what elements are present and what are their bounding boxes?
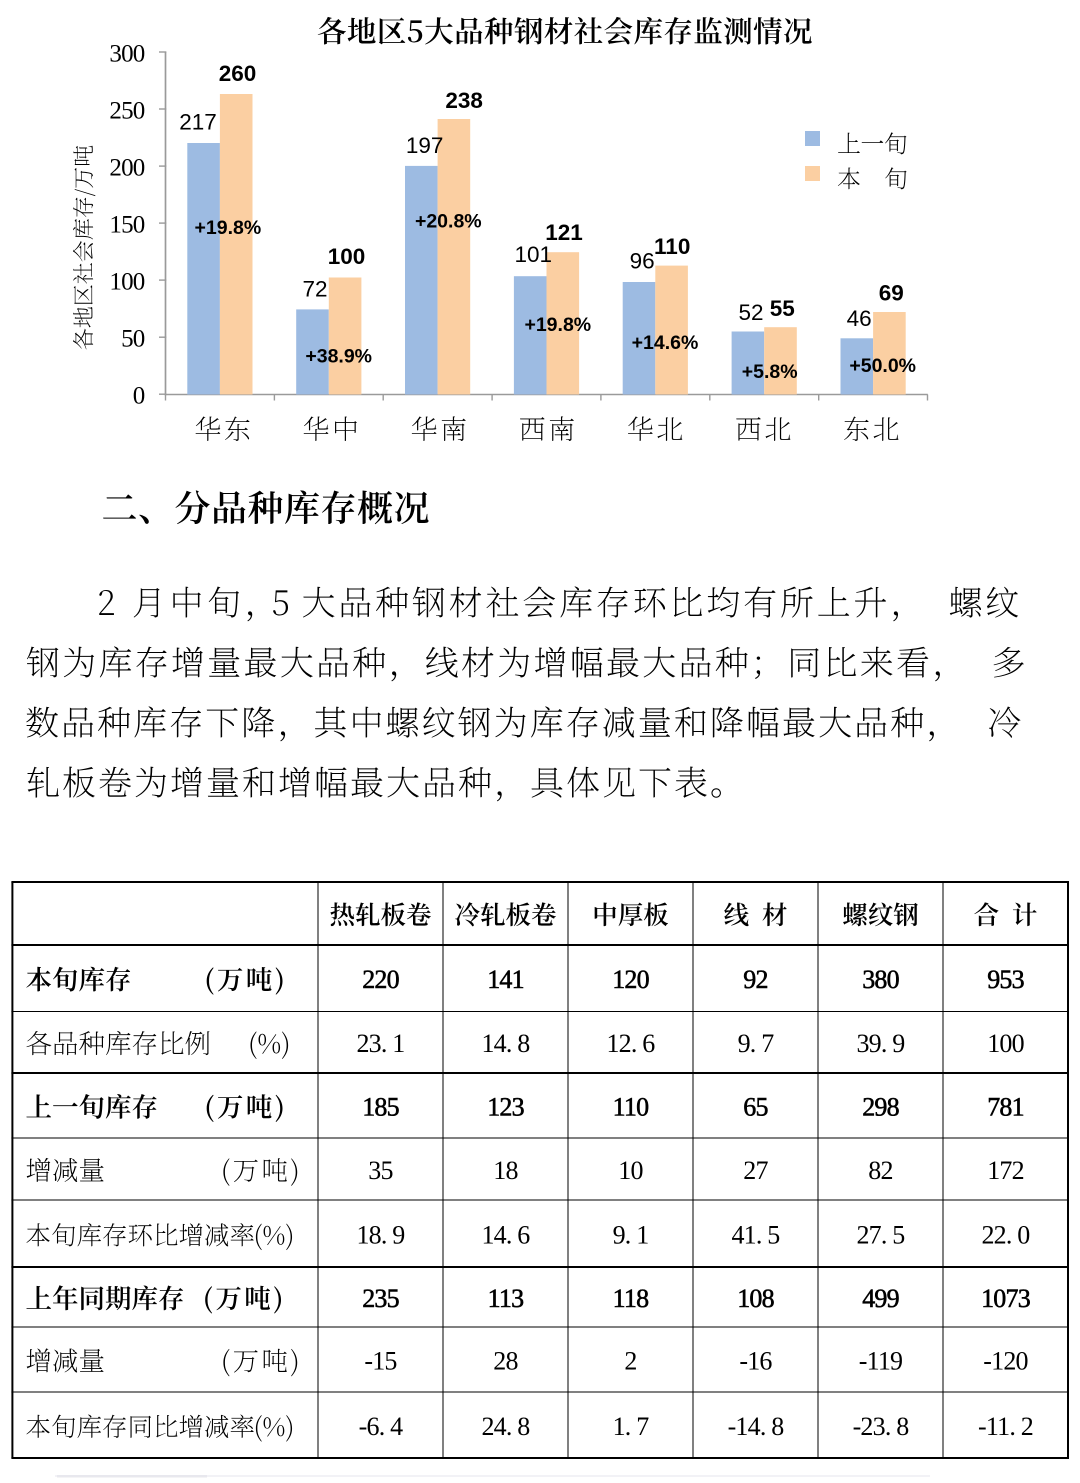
svg-text:41. 5: 41. 5 [731, 1221, 779, 1250]
svg-text:100: 100 [109, 269, 144, 296]
svg-text:-11. 2: -11. 2 [978, 1412, 1033, 1441]
svg-text:18: 18 [493, 1156, 518, 1185]
svg-text:65: 65 [743, 1093, 767, 1122]
svg-text:120: 120 [612, 965, 649, 994]
svg-text:953: 953 [987, 965, 1024, 994]
svg-text:82: 82 [868, 1156, 892, 1185]
svg-text:197: 197 [406, 133, 444, 158]
svg-text:72: 72 [302, 277, 327, 302]
svg-text:+14.6%: +14.6% [632, 332, 699, 354]
svg-text:50: 50 [121, 326, 145, 353]
svg-text:113: 113 [488, 1284, 524, 1313]
svg-text:300: 300 [109, 40, 144, 67]
svg-text:499: 499 [862, 1284, 899, 1313]
svg-text:185: 185 [362, 1093, 399, 1122]
svg-text:-6. 4: -6. 4 [359, 1412, 403, 1441]
svg-text:150: 150 [109, 212, 144, 239]
svg-text:781: 781 [987, 1093, 1024, 1122]
svg-text:23. 1: 23. 1 [356, 1029, 404, 1058]
svg-text:220: 220 [362, 965, 399, 994]
svg-text:200: 200 [109, 155, 144, 182]
svg-text:-14. 8: -14. 8 [728, 1412, 785, 1441]
svg-text:92: 92 [743, 965, 767, 994]
svg-text:238: 238 [445, 88, 483, 113]
svg-text:110: 110 [654, 234, 690, 259]
svg-text:123: 123 [487, 1093, 524, 1122]
svg-text:+19.8%: +19.8% [524, 314, 591, 336]
svg-text:118: 118 [613, 1284, 649, 1313]
svg-text:28: 28 [493, 1347, 518, 1376]
svg-text:22. 0: 22. 0 [981, 1221, 1030, 1250]
svg-text:172: 172 [987, 1156, 1024, 1185]
svg-text:69: 69 [879, 280, 904, 305]
svg-text:-120: -120 [983, 1347, 1028, 1376]
svg-text:-23. 8: -23. 8 [853, 1412, 910, 1441]
svg-text:141: 141 [487, 965, 524, 994]
svg-text:100: 100 [328, 244, 366, 269]
svg-text:24. 8: 24. 8 [481, 1412, 530, 1441]
svg-text:235: 235 [362, 1284, 399, 1313]
svg-text:9. 1: 9. 1 [613, 1221, 649, 1250]
svg-text:27: 27 [743, 1156, 768, 1185]
svg-text:52: 52 [738, 300, 763, 325]
svg-text:101: 101 [515, 242, 553, 267]
svg-text:1073: 1073 [981, 1284, 1030, 1313]
svg-text:96: 96 [630, 249, 655, 274]
svg-text:35: 35 [368, 1156, 392, 1185]
svg-text:+38.9%: +38.9% [305, 346, 372, 368]
svg-text:27. 5: 27. 5 [856, 1221, 904, 1250]
svg-text:-15: -15 [364, 1347, 396, 1376]
svg-text:+20.8%: +20.8% [415, 211, 482, 233]
svg-text:260: 260 [219, 61, 257, 86]
svg-text:12. 6: 12. 6 [606, 1029, 655, 1058]
svg-text:108: 108 [737, 1284, 774, 1313]
svg-text:217: 217 [179, 110, 217, 135]
svg-text:110: 110 [613, 1093, 649, 1122]
svg-text:46: 46 [847, 306, 872, 331]
svg-text:0: 0 [133, 383, 145, 410]
svg-text:380: 380 [862, 965, 899, 994]
svg-text:1. 7: 1. 7 [613, 1412, 650, 1441]
svg-text:39. 9: 39. 9 [856, 1029, 904, 1058]
svg-text:250: 250 [109, 97, 144, 124]
svg-text:100: 100 [987, 1029, 1024, 1058]
svg-text:121: 121 [545, 220, 583, 245]
svg-text:298: 298 [862, 1093, 899, 1122]
svg-text:55: 55 [770, 296, 795, 321]
svg-text:2: 2 [624, 1347, 636, 1376]
svg-text:-16: -16 [739, 1347, 772, 1376]
svg-text:14. 8: 14. 8 [481, 1029, 530, 1058]
svg-text:18. 9: 18. 9 [356, 1221, 404, 1250]
svg-text:10: 10 [618, 1156, 643, 1185]
svg-text:9. 7: 9. 7 [738, 1029, 775, 1058]
svg-text:+50.0%: +50.0% [849, 355, 916, 377]
svg-text:-119: -119 [859, 1347, 903, 1376]
svg-text:+5.8%: +5.8% [742, 361, 798, 383]
svg-text:14. 6: 14. 6 [481, 1221, 530, 1250]
svg-text:+19.8%: +19.8% [195, 217, 262, 239]
